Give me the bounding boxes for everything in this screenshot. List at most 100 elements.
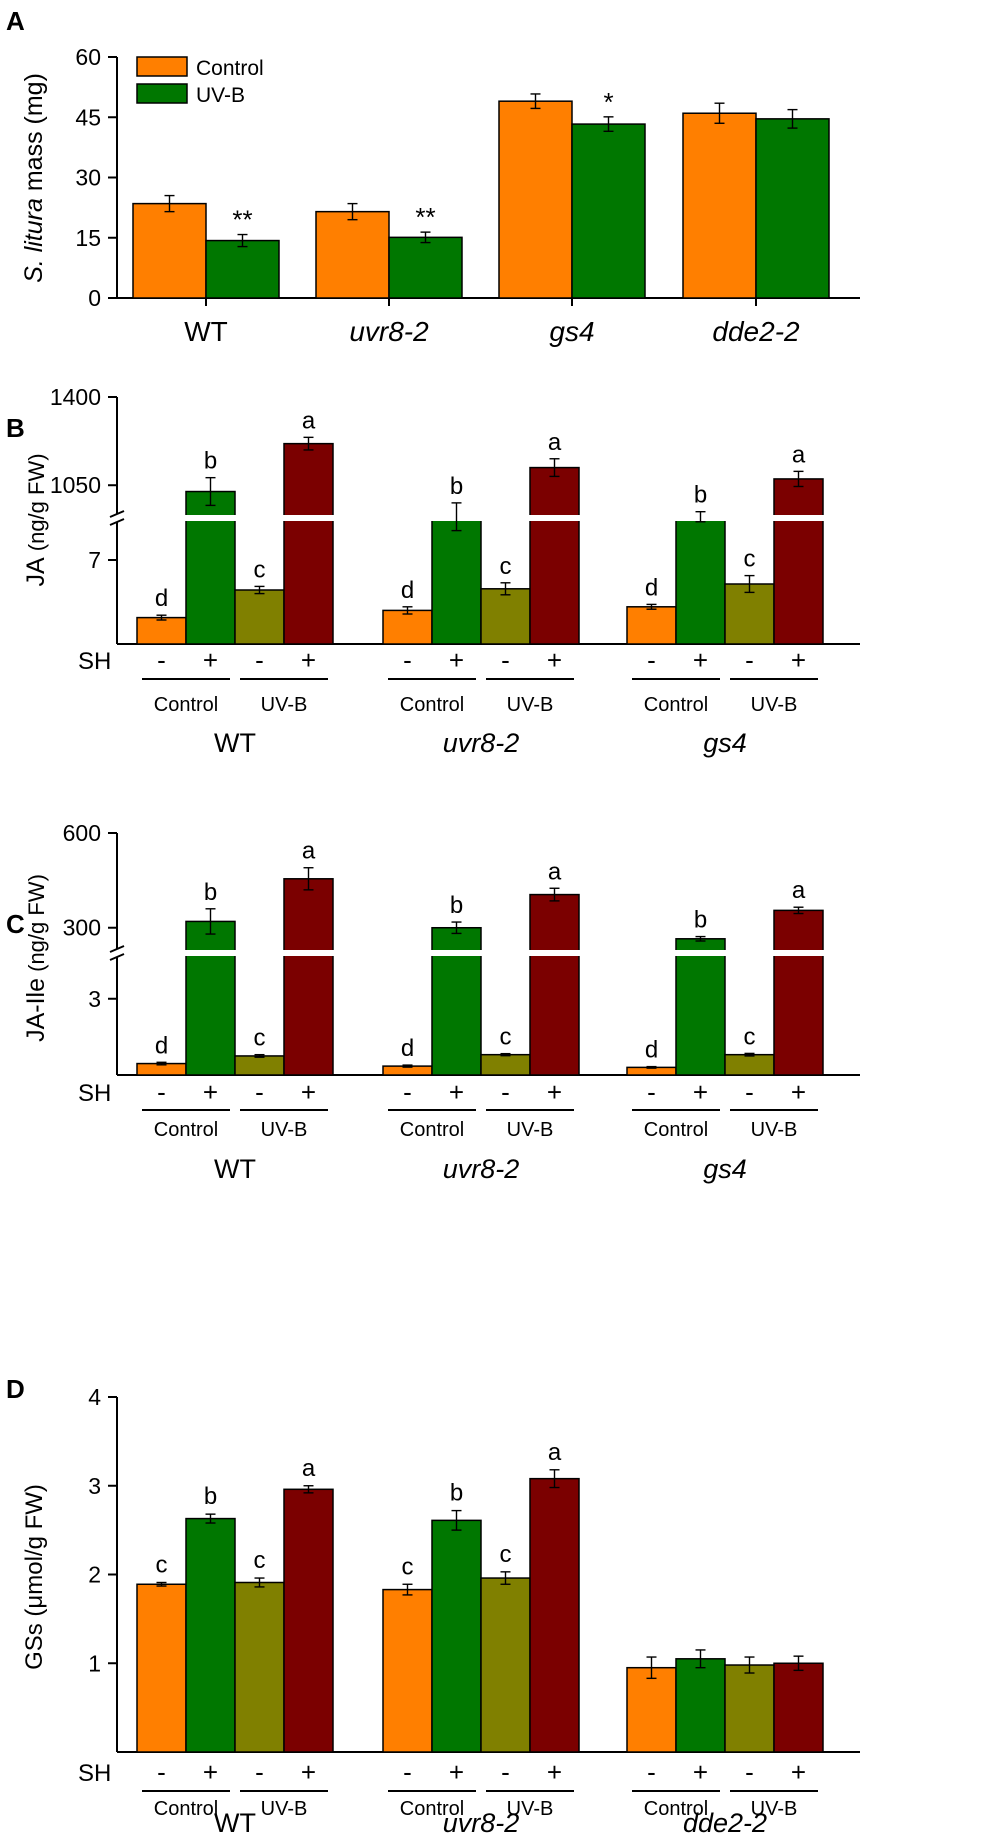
panel-c-bar bbox=[480, 1053, 531, 1076]
panel-d-sh-sign: - bbox=[647, 1757, 656, 1787]
panel-c-genotype-label: uvr8-2 bbox=[443, 1154, 520, 1184]
panel-c-bar-break-gap bbox=[529, 950, 580, 956]
panel-d-significance-letter: a bbox=[548, 1439, 562, 1466]
panel-c-treatment-label: Control bbox=[154, 1119, 218, 1141]
panel-c-bar-break-gap bbox=[283, 950, 334, 956]
panel-b-chart: 1050 1400 7 JA (ng/g FW) d b c a d b c a d b c a SH - + - + C… bbox=[22, 384, 860, 758]
legend-control-swatch bbox=[136, 56, 188, 77]
panel-c-treatment-label: Control bbox=[400, 1119, 464, 1141]
panel-a-genotype-label: gs4 bbox=[549, 316, 594, 347]
panel-c-sh-sign: - bbox=[745, 1077, 754, 1107]
panel-d-y-tick-label: 2 bbox=[88, 1562, 101, 1588]
panel-b-significance-letter: a bbox=[302, 407, 316, 434]
panel-d-sh-sign: + bbox=[449, 1757, 464, 1787]
panel-b-significance-letter: c bbox=[500, 553, 512, 580]
panel-c-bar bbox=[675, 938, 726, 1076]
panel-d-y-label: GSs (μmol/g FW) bbox=[21, 1484, 48, 1670]
panel-c-sh-sign: + bbox=[791, 1077, 806, 1107]
panel-d-sh-label: SH bbox=[78, 1760, 111, 1787]
panel-d-sh-sign: + bbox=[791, 1757, 806, 1787]
panel-b-bar bbox=[382, 609, 433, 645]
panel-c-y-label-main: JA-Ile bbox=[22, 978, 50, 1042]
panel-d-sh-sign: - bbox=[157, 1757, 166, 1787]
panel-a-genotype-label: WT bbox=[184, 316, 228, 347]
panel-b-axis-break-mark bbox=[109, 510, 125, 518]
y-label-unit: mass (mg) bbox=[20, 73, 48, 198]
panel-a-bar bbox=[388, 236, 463, 299]
panel-b-treatment-label: Control bbox=[644, 694, 708, 716]
panel-b-bar-break-gap bbox=[283, 515, 334, 521]
panel-a-y-tick-label: 45 bbox=[75, 104, 101, 130]
panel-b-bar bbox=[675, 515, 726, 645]
panel-c-treatment-label: UV-B bbox=[261, 1119, 308, 1141]
panel-b-treatment-label: UV-B bbox=[751, 694, 798, 716]
panel-b-significance-letter: c bbox=[744, 546, 756, 573]
panel-d-chart: 1 2 3 4 GSs (μmol/g FW) c b c a c b c a SH - + - + Control… bbox=[21, 1384, 860, 1835]
panel-d-treatment-label: Control bbox=[400, 1798, 464, 1820]
panel-b-sh-sign: - bbox=[501, 645, 510, 675]
panel-b-genotype-label: WT bbox=[214, 728, 256, 758]
panel-b-treatment-label: UV-B bbox=[507, 694, 554, 716]
panel-b-sh-sign: + bbox=[203, 645, 218, 675]
panel-b-significance-letter: a bbox=[792, 441, 806, 468]
panel-d-sh-sign: - bbox=[745, 1757, 754, 1787]
panel-d-treatment-label: UV-B bbox=[261, 1798, 308, 1820]
panel-b-sh-label: SH bbox=[78, 648, 111, 675]
panel-b-bar bbox=[724, 583, 775, 645]
panel-c-treatment-label: UV-B bbox=[507, 1119, 554, 1141]
panel-d-bar bbox=[529, 1477, 580, 1753]
panel-c-sh-sign: - bbox=[501, 1077, 510, 1107]
panel-a-bar bbox=[205, 239, 280, 299]
panel-b-sh-sign: - bbox=[157, 645, 166, 675]
panel-c-y-tick-label: 3 bbox=[88, 986, 101, 1012]
panel-a-bar bbox=[132, 202, 207, 299]
panel-c-sh-sign: + bbox=[547, 1077, 562, 1107]
panel-c-significance-letter: a bbox=[302, 838, 316, 865]
panel-a-y-label: S. litura mass (mg) bbox=[20, 73, 48, 283]
panel-d-bar bbox=[480, 1577, 531, 1753]
panel-d-y-tick-label: 3 bbox=[88, 1473, 101, 1499]
panel-b-treatment-label: Control bbox=[400, 694, 464, 716]
panel-c-sh-sign: + bbox=[449, 1077, 464, 1107]
panel-a-y-tick-label: 15 bbox=[75, 225, 101, 251]
panel-b-axis-break-mark bbox=[109, 518, 125, 526]
panel-c-significance-letter: d bbox=[155, 1032, 168, 1059]
panel-d-significance-letter: a bbox=[302, 1455, 316, 1482]
panel-b-sh-sign: - bbox=[255, 645, 264, 675]
panel-b-significance-letter: b bbox=[694, 482, 707, 509]
panel-d-sh-sign: - bbox=[255, 1757, 264, 1787]
panel-b-y-label: JA (ng/g FW) bbox=[22, 453, 50, 586]
panel-d-bar bbox=[234, 1581, 285, 1753]
panel-c-y-label: JA-Ile (ng/g FW) bbox=[22, 874, 50, 1042]
panel-b-bar bbox=[185, 490, 236, 645]
panel-b-bar bbox=[480, 588, 531, 645]
panel-b-y-label-main: JA bbox=[22, 557, 50, 587]
panel-c-sh-sign: + bbox=[693, 1077, 708, 1107]
panel-c-treatment-label: UV-B bbox=[751, 1119, 798, 1141]
panel-letter-d: D bbox=[6, 1374, 25, 1404]
legend-uvb-swatch bbox=[136, 83, 188, 104]
panel-c-sh-sign: + bbox=[203, 1077, 218, 1107]
panel-c-y-tick-label: 300 bbox=[63, 915, 101, 941]
panel-c-chart: 300 600 3 JA-Ile (ng/g FW) d b c a d b c a d b c a SH - + -… bbox=[22, 820, 860, 1184]
panel-a-y-tick-label: 60 bbox=[75, 44, 101, 70]
panel-c-sh-sign: - bbox=[647, 1077, 656, 1107]
panel-a-bar bbox=[755, 118, 830, 299]
panel-c-significance-letter: b bbox=[450, 892, 463, 919]
panel-d-significance-letter: c bbox=[402, 1553, 414, 1580]
panel-d-significance-letter: c bbox=[254, 1547, 266, 1574]
panel-c-treatment-label: Control bbox=[644, 1119, 708, 1141]
panel-letter-c: C bbox=[6, 909, 25, 939]
panel-b-y-tick-label: 1050 bbox=[50, 472, 101, 498]
panel-b-bar bbox=[626, 606, 677, 645]
panel-d-genotype-label: dde2-2 bbox=[683, 1808, 767, 1835]
panel-d-bar bbox=[283, 1488, 334, 1753]
panel-a-bar bbox=[682, 112, 757, 299]
panel-c-bar bbox=[724, 1053, 775, 1076]
panel-a-genotype-label: uvr8-2 bbox=[349, 316, 429, 347]
panel-c-bar bbox=[283, 878, 334, 1076]
panel-c-bar-break-gap bbox=[675, 950, 726, 956]
panel-b-genotype-label: uvr8-2 bbox=[443, 728, 520, 758]
panel-a-significance-label: ** bbox=[415, 202, 435, 232]
panel-b-bar bbox=[773, 478, 824, 645]
